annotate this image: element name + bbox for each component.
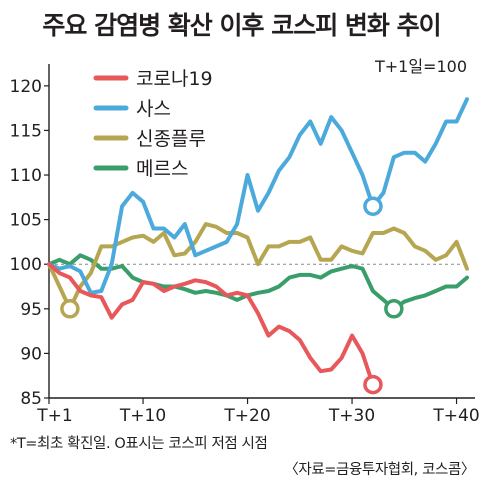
chart-title: 주요 감염병 확산 이후 코스피 변화 추이 [42, 11, 441, 40]
series-line-1 [47, 97, 469, 295]
low-point-marker-0 [363, 374, 383, 395]
series-line-0 [47, 262, 375, 387]
series-line-2 [47, 222, 469, 311]
footnote: *T=최초 확진일. O표시는 코스피 저점 시점 [10, 436, 268, 452]
low-point-marker-2 [60, 299, 80, 319]
y-tick-label: 105 [10, 211, 42, 231]
x-tick-label: T+10 [119, 406, 166, 426]
y-tick-label: 120 [10, 77, 42, 97]
y-tick-label: 95 [20, 300, 42, 320]
y-tick-label: 115 [10, 121, 42, 141]
y-tick-label: 85 [20, 389, 42, 409]
legend-label: 사스 [136, 98, 171, 120]
base-note: T+1일=100 [374, 57, 467, 76]
low-point-marker-1 [363, 196, 383, 216]
x-tick-label: T+20 [223, 406, 270, 426]
source-note: 〈자료=금융투자협회, 코스콤〉 [284, 462, 475, 478]
legend-label: 메르스 [136, 158, 188, 180]
x-tick-label: T+40 [432, 406, 479, 426]
legend-label: 코로나19 [136, 68, 213, 90]
x-tick-label: T+1 [36, 406, 72, 426]
y-tick-label: 110 [10, 166, 42, 186]
y-tick-label: 90 [20, 344, 42, 364]
y-tick-label: 100 [10, 255, 42, 275]
legend-label: 신종플루 [136, 128, 206, 150]
x-tick-label: T+30 [328, 406, 375, 426]
low-point-marker-3 [384, 299, 404, 319]
